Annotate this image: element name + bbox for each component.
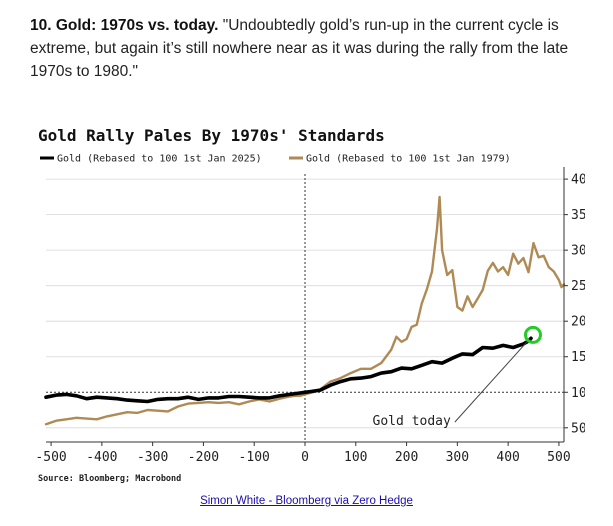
series-line-1979: [44, 195, 566, 426]
y-tick-label: 200: [571, 315, 585, 330]
reference-lines: [46, 174, 564, 442]
x-tick-label: -300: [137, 450, 168, 465]
annotation-leader-line: [454, 341, 528, 423]
x-tick-label: -500: [35, 450, 66, 465]
legend: Gold (Rebased to 100 1st Jan 2025) Gold …: [40, 154, 511, 165]
legend-label-1979: Gold (Rebased to 100 1st Jan 1979): [306, 154, 511, 165]
annotation: Gold today: [373, 325, 542, 429]
y-tick-label: 400: [571, 173, 585, 188]
intro-quote: "Undoubtedly gold’s run-up in the curren…: [30, 17, 569, 80]
legend-label-2025: Gold (Rebased to 100 1st Jan 2025): [57, 154, 262, 165]
y-tick-label: 50: [571, 421, 585, 436]
x-axis: -500 -400 -300 -200 -100 0 100 200 300 400 500: [35, 441, 571, 465]
x-tick-label: 200: [395, 450, 418, 465]
intro-heading: 10. Gold: 1970s vs. today.: [30, 17, 219, 34]
chart-svg: Gold Rally Pales By 1970s' Standards Gol…: [35, 126, 585, 484]
y-tick-label: 100: [571, 386, 585, 401]
y-tick-label: 250: [571, 279, 585, 294]
chart-source: Source: Bloomberg; Macrobond: [38, 474, 181, 484]
x-tick-label: 400: [496, 450, 519, 465]
annotation-label: Gold today: [373, 414, 451, 429]
chart-title: Gold Rally Pales By 1970s' Standards: [38, 126, 385, 145]
x-tick-label: -400: [86, 450, 117, 465]
image-caption-link[interactable]: Simon White - Bloomberg via Zero Hedge: [200, 495, 413, 507]
chart-container: Gold Rally Pales By 1970s' Standards Gol…: [30, 112, 585, 497]
x-tick-label: 100: [344, 450, 367, 465]
y-tick-label: 300: [571, 244, 585, 259]
y-tick-label: 150: [571, 350, 585, 365]
x-tick-label: -100: [239, 450, 270, 465]
gold-today-highlight-circle: [523, 325, 542, 344]
x-tick-label: 300: [446, 450, 469, 465]
intro-paragraph: 10. Gold: 1970s vs. today. "Undoubtedly …: [30, 14, 590, 83]
series-layer: [44, 195, 566, 426]
series-line-2025: [44, 336, 533, 404]
x-tick-label: -200: [188, 450, 219, 465]
y-tick-label: 350: [571, 208, 585, 223]
y-axis: 50 100 150 200 250 300 350 400: [563, 167, 585, 442]
x-tick-label: 0: [301, 450, 309, 465]
x-tick-label: 500: [547, 450, 570, 465]
